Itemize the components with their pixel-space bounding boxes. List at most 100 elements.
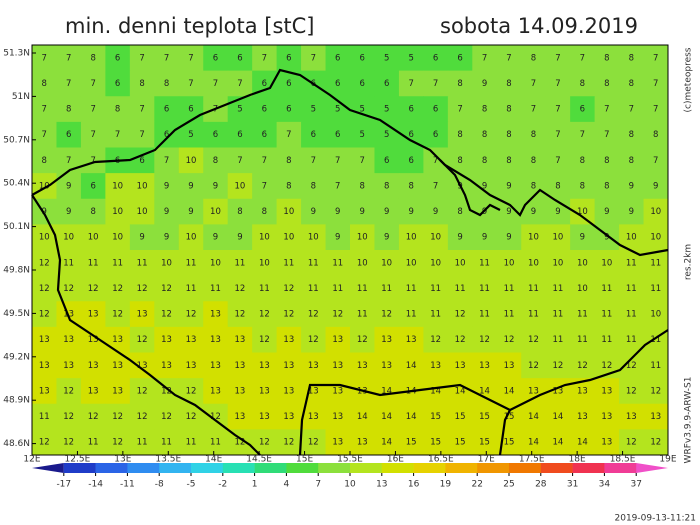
temp-value: 12 [357,335,368,345]
temp-value: 7 [604,130,609,140]
temp-cell [301,45,327,72]
temp-value: 7 [653,53,658,63]
temp-value: 8 [629,130,634,140]
temp-value: 7 [237,156,242,166]
temp-value: 13 [137,310,148,320]
temp-value: 10 [357,233,368,243]
temp-cell [301,429,327,456]
temp-value: 13 [39,386,50,396]
temp-cell [32,352,57,379]
temp-value: 6 [360,53,365,63]
temp-value: 12 [161,284,172,294]
temp-value: 12 [186,412,197,422]
temp-value: 8 [139,79,144,89]
temp-value: 7 [139,53,144,63]
colorbar-box [477,463,510,473]
temp-value: 13 [161,335,172,345]
temp-cell [570,352,596,379]
temp-value: 6 [66,130,71,140]
colorbar-box [254,463,287,473]
temp-value: 9 [335,233,340,243]
temp-cell [423,198,449,225]
temp-value: 13 [308,412,319,422]
temp-cell [325,326,351,353]
temp-value: 12 [186,310,197,320]
temp-value: 6 [237,130,242,140]
temp-value: 10 [112,233,123,243]
temp-cell [203,121,229,148]
temp-cell [325,121,351,148]
temp-cell [594,96,620,123]
temp-cell [423,429,449,456]
temp-value: 15 [455,438,466,448]
temp-value: 11 [88,258,99,268]
temp-cell [80,378,106,405]
temp-value: 7 [433,79,438,89]
temp-cell [32,250,57,277]
temp-cell [325,250,351,277]
temp-cell [325,352,351,379]
temp-cell [423,147,449,174]
temp-value: 12 [650,386,661,396]
temp-cell [129,403,155,430]
temp-cell [154,352,180,379]
temp-value: 12 [88,284,99,294]
temp-value: 7 [335,156,340,166]
temp-value: 6 [213,130,218,140]
temp-value: 8 [629,79,634,89]
temp-value: 14 [430,386,441,396]
temp-value: 9 [360,207,365,217]
temp-cell [423,378,449,405]
temp-cell [496,45,522,72]
temp-value: 7 [42,130,47,140]
temp-cell [643,96,669,123]
temp-value: 7 [42,53,47,63]
temp-cell [619,275,645,302]
temp-cell [56,198,82,225]
temp-cell [619,121,645,148]
temp-cell [252,275,278,302]
temp-cell [521,96,547,123]
temp-value: 13 [626,412,637,422]
temp-cell [521,70,547,97]
temp-value: 13 [210,386,221,396]
temp-cell [203,198,229,225]
temp-value: 15 [504,412,515,422]
temp-cell [227,45,253,72]
temp-value: 7 [555,53,560,63]
temp-cell [423,352,449,379]
colorbar-label: 7 [315,480,321,490]
temp-value: 8 [629,156,634,166]
temp-cell [154,429,180,456]
temp-cell [80,224,106,251]
temp-cell [105,173,131,200]
temp-value: 7 [262,181,267,191]
temp-value: 12 [455,335,466,345]
temp-cell [178,198,204,225]
temp-cell [227,224,253,251]
temp-value: 11 [626,284,637,294]
temp-cell [374,147,400,174]
temp-cell [545,352,571,379]
temp-value: 7 [629,105,634,115]
temp-value: 12 [626,361,637,371]
temp-value: 11 [601,284,612,294]
lon-label: 13E [114,455,131,465]
temp-cell [276,121,302,148]
temp-value: 13 [88,335,99,345]
temp-value: 9 [482,181,487,191]
temp-value: 11 [650,284,661,294]
temp-value: 8 [360,181,365,191]
temp-cell [56,403,82,430]
temp-value: 7 [580,53,585,63]
temp-value: 12 [63,284,74,294]
temp-value: 7 [286,130,291,140]
temp-cell [570,45,596,72]
temp-cell [545,121,571,148]
temp-cell [643,147,669,174]
temp-cell [472,45,498,72]
lat-label: 51.3N [3,49,30,59]
temp-value: 7 [213,79,218,89]
temp-cell [545,96,571,123]
temp-value: 11 [406,284,417,294]
